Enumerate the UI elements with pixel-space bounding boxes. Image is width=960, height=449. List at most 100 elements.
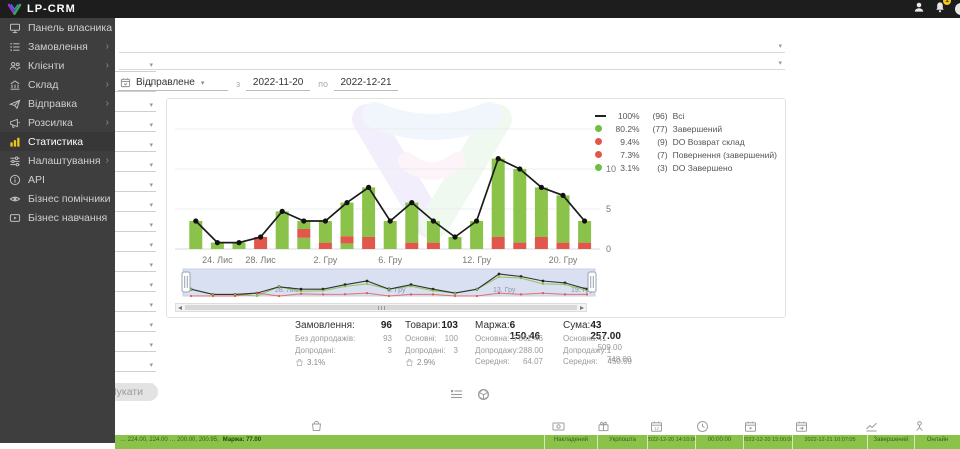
stat-value: 6 150.46 (509, 320, 541, 342)
sidebar-item-statistics[interactable]: Статистика (0, 132, 115, 151)
chevron-down-icon: ▾ (149, 362, 153, 369)
chevron-down-icon: ▾ (200, 79, 205, 87)
top-select-2[interactable]: ▾ (119, 52, 785, 70)
legend-item[interactable]: 9.4% (9) DO Возврат склад (594, 135, 777, 148)
topbar: LP-CRM 1 (0, 0, 960, 18)
navigator-handle[interactable] (181, 271, 191, 293)
calendar-check-icon[interactable] (744, 420, 757, 433)
sidebar-item-training[interactable]: Бізнес навчання (0, 208, 115, 227)
scroll-right-arrow-icon[interactable] (580, 305, 584, 310)
filter-select[interactable]: ▾ (80, 352, 156, 372)
filter-select[interactable]: ▾ (80, 132, 156, 152)
stat-orders: Замовлення: 96 Без допродажів: 93 Допродан… (295, 320, 392, 369)
stat-sub-value: 5 862.46 (511, 334, 543, 343)
sidebar-item-api[interactable]: API (0, 170, 115, 189)
stat-sum: Сума: 43 257.00 Основна: 41 509.00 Допрода… (563, 320, 632, 369)
filter-select[interactable]: ▾ (80, 112, 156, 132)
chart-scrollbar[interactable] (175, 303, 587, 312)
orders-stacked-bar-line-chart[interactable]: 0 5 10 24. Лис 28. Лис 2. Гру 6. Гру 12. Гру 20.… (175, 101, 620, 267)
clock-icon[interactable] (696, 420, 709, 433)
stat-sub-label: Допродажу: (475, 345, 519, 355)
basket-icon (406, 359, 413, 367)
filter-select[interactable]: ▾ (80, 52, 156, 72)
filter-select[interactable]: ▾ (80, 172, 156, 192)
legend-item[interactable]: 80.2% (77) Завершений (594, 122, 777, 135)
partial-icon[interactable] (955, 3, 960, 15)
stat-sub-value: 3 (453, 345, 458, 355)
cell-status: Завершений (868, 435, 915, 449)
legend-item[interactable]: 7.3% (7) Повернення (завершений) (594, 148, 777, 161)
table-row[interactable]: … 224.00, 224.00 … 200.00, 200.95, Маржа:… (115, 435, 960, 449)
sidebar-item-settings[interactable]: Налаштування › (0, 151, 115, 170)
scroll-left-arrow-icon[interactable] (178, 305, 182, 310)
chevron-down-icon: ▾ (149, 142, 153, 149)
stats-view-toggles (450, 388, 504, 401)
list-view-icon[interactable] (450, 388, 463, 401)
cube-icon[interactable] (477, 388, 490, 401)
sidebar-item-dashboard[interactable]: Панель власника (0, 18, 115, 37)
sidebar-item-clients[interactable]: Клієнти › (0, 56, 115, 75)
svg-text:10: 10 (606, 164, 616, 174)
stat-label: Сума: (563, 320, 591, 331)
filter-select[interactable]: ▾ (80, 292, 156, 312)
sidebar-item-warehouse[interactable]: Склад › (0, 75, 115, 94)
notification-badge: 1 (943, 0, 951, 5)
sidebar-item-orders[interactable]: Замовлення › (0, 37, 115, 56)
gift-icon[interactable] (597, 420, 610, 433)
date-type-select[interactable]: Відправлене ▾ (118, 77, 228, 91)
filter-select[interactable]: ▾ (80, 92, 156, 112)
filter-select[interactable]: ▾ (80, 272, 156, 292)
user-avatar-icon[interactable] (913, 0, 925, 18)
sidebar-item-mailing[interactable]: Розсилка › (0, 113, 115, 132)
sidebar-item-label: Розсилка (28, 116, 73, 129)
calendar-export-icon[interactable] (795, 420, 808, 433)
line-swatch (594, 114, 606, 117)
filter-select[interactable]: ▾ (80, 312, 156, 332)
cell-created: 2022-12-20 14:10:06 (648, 435, 696, 449)
green-dot-swatch (594, 164, 602, 171)
filter-select[interactable]: ▾ (80, 72, 156, 92)
chart-range-navigator[interactable]: 28. Лис 6. Гру 13. Гру 19. Гру (175, 265, 620, 303)
bag-icon[interactable] (310, 420, 323, 433)
lp-crm-logo[interactable]: LP-CRM (7, 3, 76, 16)
filter-select[interactable]: ▾ (80, 332, 156, 352)
top-select-1[interactable]: ▾ (119, 35, 785, 53)
sidebar-item-label: Статистика (28, 135, 84, 148)
chevron-right-icon: › (105, 154, 109, 166)
logo-triangle-icon (7, 3, 22, 15)
filter-select[interactable]: ▾ (80, 232, 156, 252)
person-icon[interactable] (913, 420, 926, 433)
stat-sub-value: 41 509.00 (597, 334, 622, 352)
cell-manager: Онлайн (926, 436, 949, 443)
legend-item[interactable]: 3.1% (3) DO Завершено (594, 161, 777, 174)
banknote-icon[interactable] (552, 420, 565, 433)
chart-icon[interactable] (865, 420, 878, 433)
cell-duration: 00:00:00 (696, 435, 744, 449)
filter-select[interactable]: ▾ (80, 192, 156, 212)
calendar-icon[interactable]: 12 (650, 420, 663, 433)
clients-icon (9, 61, 21, 70)
notifications-bell-icon[interactable]: 1 (934, 0, 951, 18)
statistics-icon (10, 137, 20, 147)
filter-select[interactable]: ▾ (80, 152, 156, 172)
filter-select[interactable]: ▾ (80, 252, 156, 272)
filter-select[interactable]: ▾ (80, 212, 156, 232)
chevron-down-icon: ▾ (778, 43, 782, 50)
lp-crm-watermark-logo (352, 102, 512, 238)
svg-text:6. Гру: 6. Гру (387, 287, 406, 294)
scrollbar-grip-icon[interactable] (381, 306, 382, 310)
legend-item[interactable]: 100% (96) Всі (594, 109, 777, 122)
svg-text:28. Лис: 28. Лис (275, 287, 299, 294)
navigator-handle[interactable] (587, 271, 597, 293)
chevron-down-icon: ▾ (149, 322, 153, 329)
stat-sub-label: Основні: (405, 334, 437, 343)
sidebar-item-shipping[interactable]: Відправка › (0, 94, 115, 113)
sidebar-item-helpers[interactable]: Бізнес помічники (0, 189, 115, 208)
date-to-input[interactable]: 2022-12-21 (334, 77, 399, 91)
date-from-input[interactable]: 2022-11-20 (246, 77, 311, 91)
stat-sub-value: 288.00 (518, 345, 544, 355)
sidebar: Панель власника Замовлення › Клієнти › Склад ›… (0, 18, 115, 443)
sidebar-item-label: Налаштування (28, 154, 101, 167)
cell-payment: Накладений (545, 435, 598, 449)
sidebar-item-label: Склад (28, 78, 59, 91)
